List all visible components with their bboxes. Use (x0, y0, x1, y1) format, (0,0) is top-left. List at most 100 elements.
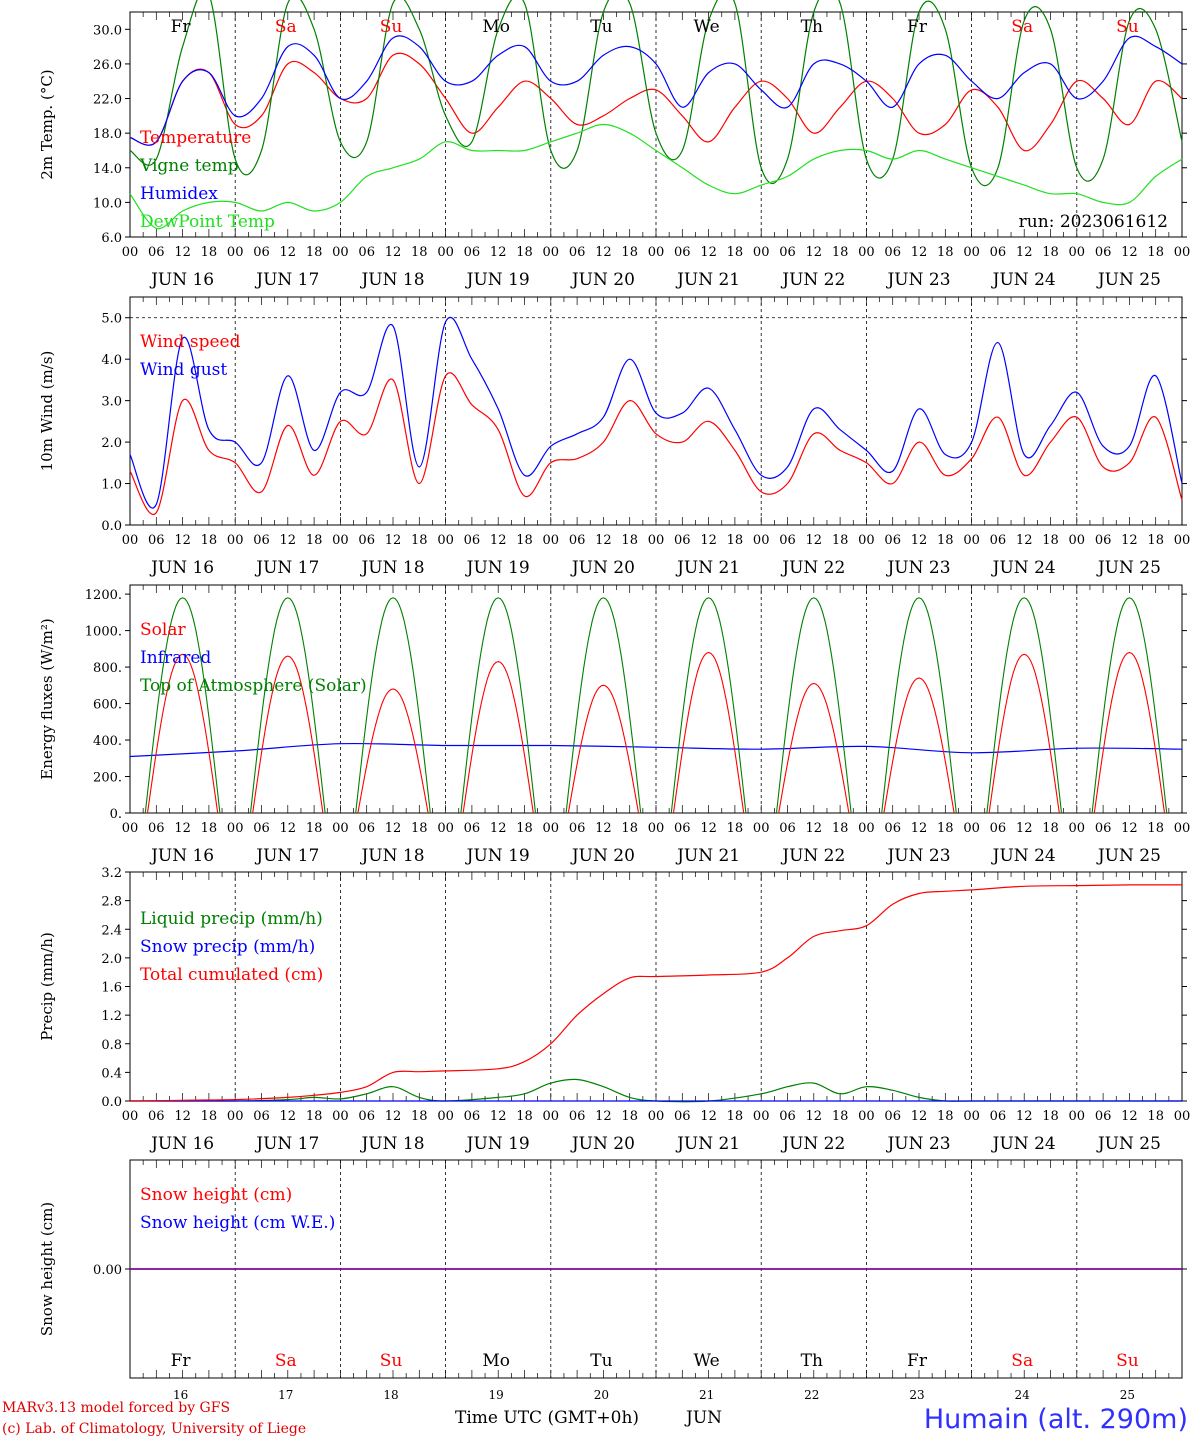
legend-wind-gust: Wind gust (140, 360, 227, 380)
y-tick-label: 800. (93, 661, 122, 676)
x-hour-label: 18 (411, 821, 428, 836)
x-hour-label: 00 (122, 821, 139, 836)
x-hour-label: 06 (990, 533, 1007, 548)
x-date-label: JUN 24 (991, 1134, 1056, 1154)
x-date-label: JUN 25 (1096, 558, 1161, 578)
x-hour-label: 06 (148, 245, 165, 260)
weekday-label: Th (801, 17, 823, 37)
weekday-label: Sa (275, 1351, 297, 1371)
x-hour-label: 00 (648, 1109, 665, 1124)
x-hour-label: 12 (700, 821, 717, 836)
x-hour-label: 12 (1016, 821, 1033, 836)
y-tick-label: 0.0 (101, 519, 122, 534)
x-hour-label: 00 (227, 1109, 244, 1124)
x-hour-label: 12 (911, 245, 928, 260)
x-hour-labels: 00 06 12 18 00 06 12 18 00 06 12 18 00 06 12 18 00 06 12 18… (122, 821, 1191, 836)
x-hour-label: 12 (1016, 245, 1033, 260)
x-date-label: JUN 17 (254, 270, 319, 290)
x-date-label: JUN 22 (780, 846, 845, 866)
panel-3: 0. 200. 400. 600. 800. 1000. 1200. Energy fluxe… (38, 584, 1191, 866)
x-hour-labels: 00 06 12 18 00 06 12 18 00 06 12 18 00 06 12 18 00 06 12 18… (122, 1109, 1191, 1124)
weekday-label: Sa (275, 17, 297, 37)
x-hour-label: 00 (543, 1109, 560, 1124)
x-date-label: JUN 21 (675, 846, 740, 866)
x-hour-label: 18 (516, 821, 533, 836)
day-number: 22 (804, 1388, 819, 1402)
x-date-label: JUN 19 (465, 1134, 530, 1154)
legend: Liquid precip (mm/h) Snow precip (mm/h) To… (140, 909, 323, 985)
x-hour-label: 00 (858, 821, 875, 836)
legend-dewpoint-temp: DewPoint Temp (140, 212, 275, 232)
x-date-label: JUN 18 (359, 270, 424, 290)
x-hour-label: 00 (648, 821, 665, 836)
x-hour-label: 06 (884, 821, 901, 836)
x-hour-label: 06 (674, 533, 691, 548)
x-hour-label: 06 (464, 245, 481, 260)
x-hour-label: 00 (753, 245, 770, 260)
x-hour-label: 00 (332, 821, 349, 836)
x-hour-label: 12 (490, 245, 507, 260)
footer: MARv3.13 model forced by GFS (c) Lab. of… (2, 1400, 1188, 1437)
series-infrared (129, 742, 1183, 758)
x-hour-label: 12 (700, 245, 717, 260)
x-hour-label: 00 (963, 533, 980, 548)
x-hour-label: 06 (990, 1109, 1007, 1124)
panel-2: 0.0 1.0 2.0 3.0 4.0 5.0 10m Wind (m/s) 00 06 12 18… (38, 296, 1190, 578)
x-hour-label: 18 (411, 1109, 428, 1124)
x-hour-label: 18 (201, 533, 218, 548)
x-date-label: JUN 20 (570, 1134, 635, 1154)
x-date-label: JUN 18 (359, 846, 424, 866)
x-date-label: JUN 19 (465, 558, 530, 578)
x-hour-label: 12 (1121, 533, 1138, 548)
x-date-label: JUN 21 (675, 270, 740, 290)
x-hour-label: 00 (1174, 1109, 1191, 1124)
weekday-label: Mo (482, 17, 510, 37)
x-hour-label: 06 (253, 821, 270, 836)
x-date-label: JUN 24 (991, 270, 1056, 290)
x-hour-label: 00 (332, 1109, 349, 1124)
x-hour-label: 18 (832, 1109, 849, 1124)
x-hour-label: 12 (806, 1109, 823, 1124)
x-hour-label: 06 (464, 533, 481, 548)
weekday-label: Su (380, 17, 403, 37)
y-tick-label: 3.0 (101, 395, 122, 410)
x-minor-ticks (129, 872, 1183, 1101)
day-number: 21 (699, 1388, 714, 1402)
x-hour-label: 00 (1174, 821, 1191, 836)
x-hour-label: 00 (437, 1109, 454, 1124)
weekday-label: Su (1116, 17, 1139, 37)
x-date-label: JUN 25 (1096, 846, 1161, 866)
weekday-label: We (694, 1351, 720, 1371)
x-hour-label: 18 (621, 245, 638, 260)
x-hour-label: 18 (1042, 821, 1059, 836)
x-hour-label: 12 (806, 821, 823, 836)
x-date-label: JUN 22 (780, 1134, 845, 1154)
x-hour-label: 00 (753, 821, 770, 836)
x-date-label: JUN 17 (254, 558, 319, 578)
x-hour-label: 00 (437, 533, 454, 548)
x-date-label: JUN 18 (359, 1134, 424, 1154)
x-hour-label: 18 (832, 245, 849, 260)
y-tick-label: 1.6 (101, 981, 122, 996)
x-hour-label: 06 (990, 245, 1007, 260)
x-hour-label: 00 (543, 245, 560, 260)
x-hour-label: 18 (306, 245, 323, 260)
x-hour-label: 12 (490, 1109, 507, 1124)
x-date-label: JUN 23 (885, 270, 950, 290)
x-hour-label: 12 (174, 533, 191, 548)
day-number: 23 (909, 1388, 924, 1402)
x-hour-label: 00 (1069, 1109, 1086, 1124)
y-tick-label: 1.0 (101, 478, 122, 493)
x-hour-label: 06 (569, 533, 586, 548)
x-hour-label: 12 (911, 1109, 928, 1124)
x-hour-label: 18 (832, 821, 849, 836)
x-hour-label: 00 (122, 533, 139, 548)
x-hour-label: 06 (1095, 821, 1112, 836)
weekday-label: Fr (171, 1351, 192, 1371)
y-axis-label: 10m Wind (m/s) (38, 351, 56, 472)
y-tick-label: 22.0 (93, 93, 122, 108)
y-tick-label: 0.0 (101, 1095, 122, 1110)
x-hour-label: 00 (227, 821, 244, 836)
x-hour-label: 06 (464, 1109, 481, 1124)
